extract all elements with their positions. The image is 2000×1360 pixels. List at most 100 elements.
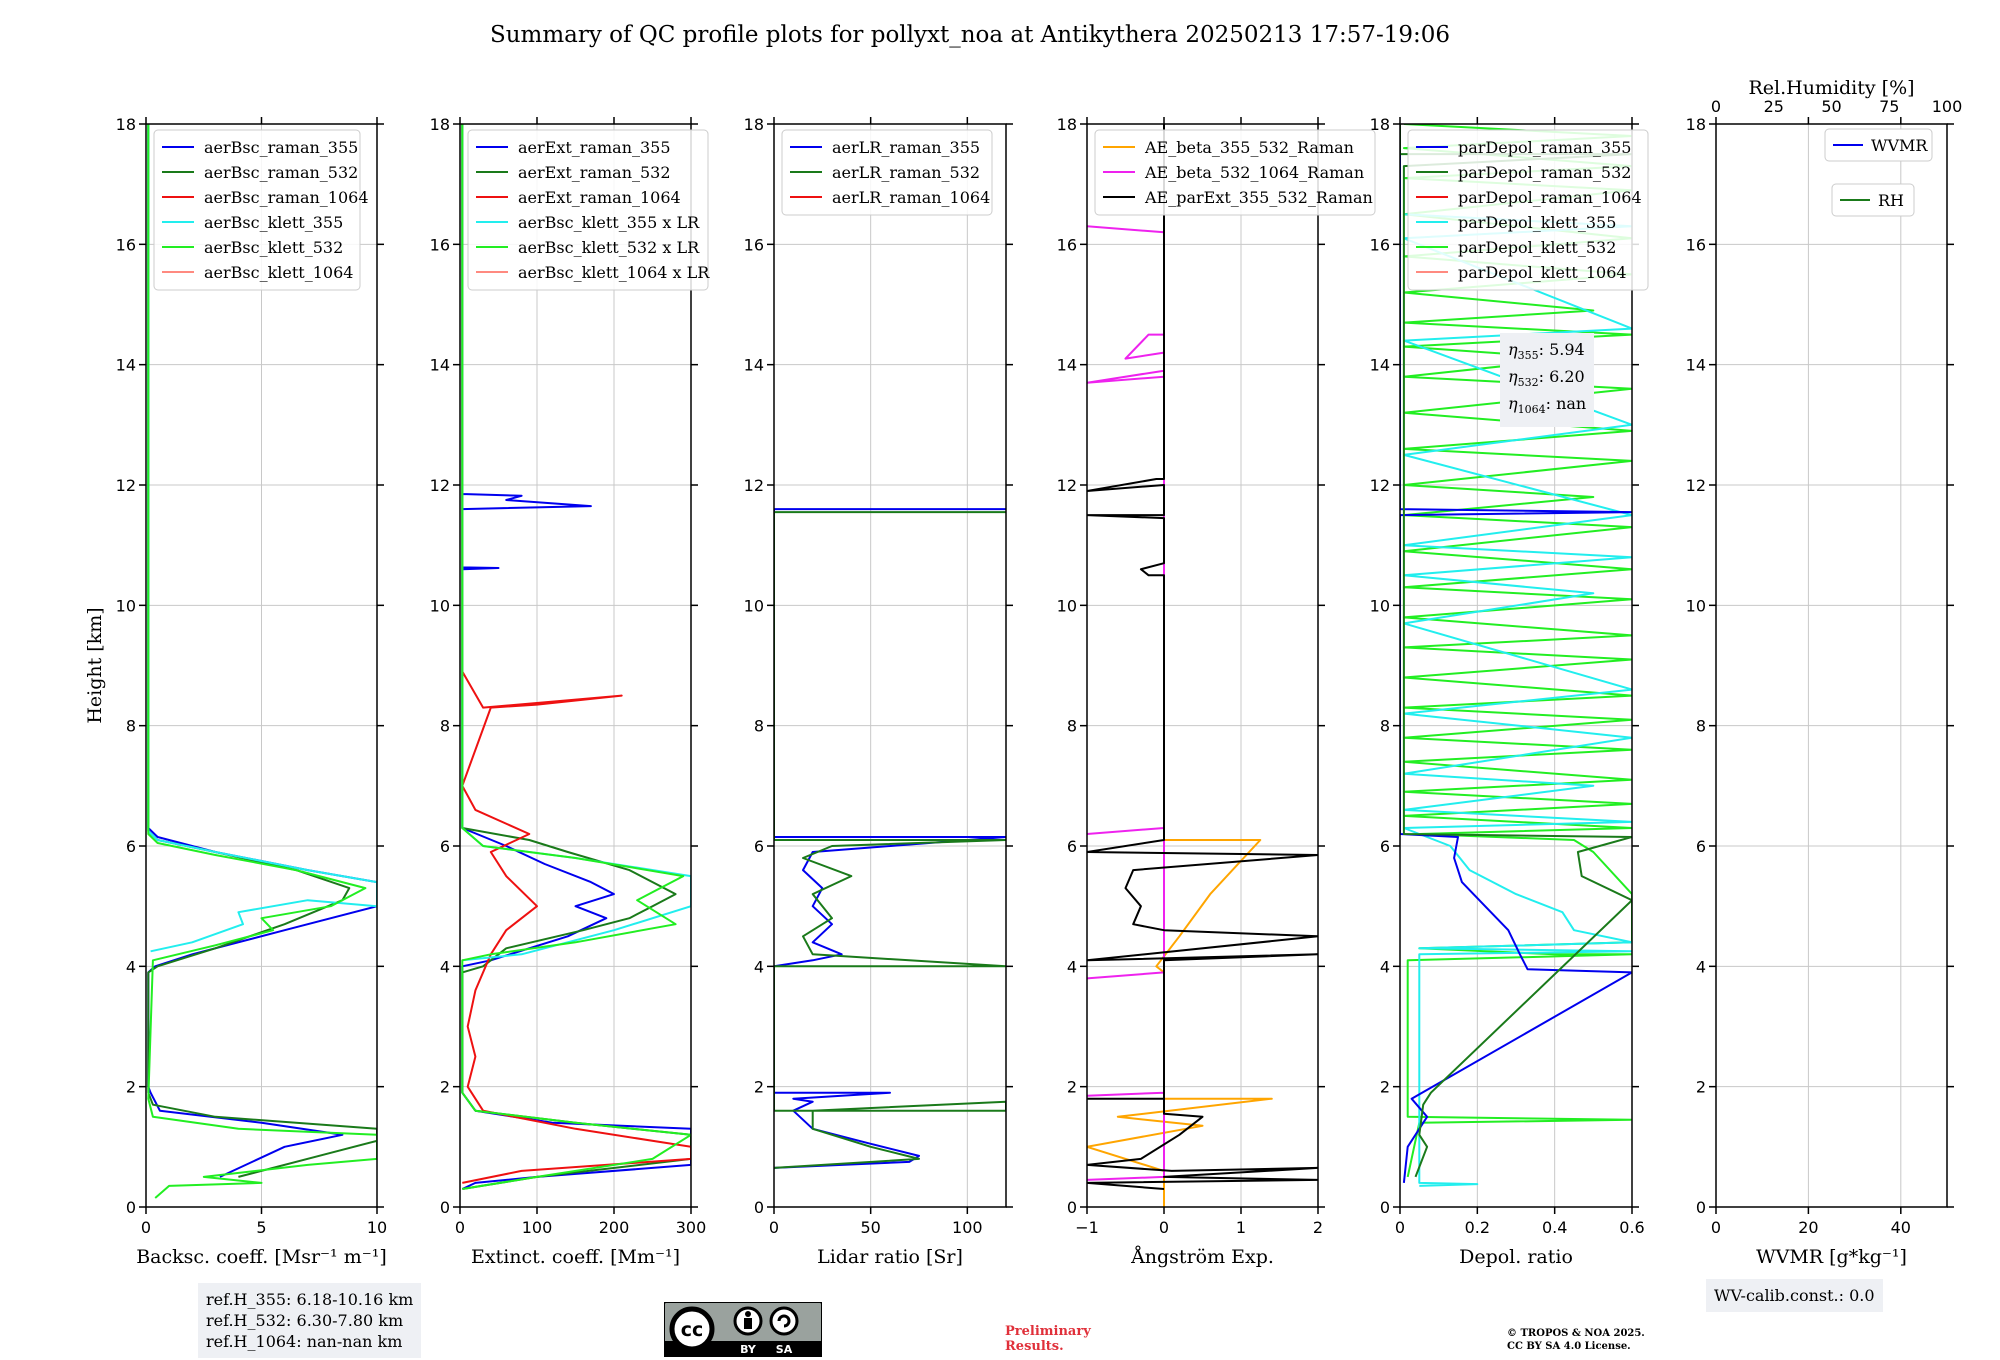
legend-label: parDepol_raman_355	[1458, 138, 1631, 157]
x-axis-label: WVMR [g*kg⁻¹]	[1756, 1246, 1907, 1268]
x-tick-label: 5	[256, 1218, 266, 1237]
series-line-aerExt_raman_355	[461, 124, 691, 1190]
y-tick-label: 0	[1696, 1198, 1706, 1217]
series-group	[461, 124, 691, 1190]
y-tick-label: 12	[1057, 476, 1077, 495]
y-tick-label: 12	[1370, 476, 1390, 495]
y-tick-label: 18	[744, 115, 764, 134]
eta-1064: η1064: nan	[1508, 394, 1587, 417]
legend-label: AE_beta_532_1064_Raman	[1144, 163, 1364, 182]
y-tick-label: 12	[116, 476, 136, 495]
series-line-AE_parExt_355_532_Raman	[1087, 124, 1318, 1190]
ref-height-1064: ref.H_1064: nan-nan km	[206, 1332, 403, 1351]
y-tick-label: 10	[1686, 596, 1706, 615]
top-x-tick-label: 75	[1879, 97, 1899, 116]
cc-by-sa-logo: cc BY SA	[664, 1302, 822, 1357]
panel-lr: 0 2 4 6 8 10 12 14 16 18 0 50 100 Lidar ratio [Sr] aer…	[744, 115, 1013, 1268]
y-tick-label: 16	[1370, 235, 1390, 254]
y-tick-label: 6	[1067, 837, 1077, 856]
series-line-parDepol_raman_355	[1400, 124, 1632, 1184]
x-tick-label: 0	[455, 1218, 465, 1237]
y-tick-label: 18	[1686, 115, 1706, 134]
axes-frame	[1715, 123, 1948, 1208]
x-tick-label: 0	[1159, 1218, 1169, 1237]
top-x-tick-label: 100	[1932, 97, 1963, 116]
y-tick-label: 16	[1057, 235, 1077, 254]
y-tick-label: 6	[754, 837, 764, 856]
svg-text:SA: SA	[776, 1343, 793, 1356]
y-tick-label: 4	[1696, 957, 1706, 976]
ref-height-box: ref.H_355: 6.18-10.16 km ref.H_532: 6.30…	[198, 1283, 422, 1358]
x-tick-label: 0	[1711, 1218, 1721, 1237]
chart-panels: 0 2 4 6 8 10 12 14 16 18 0 5 10 Backsc. coeff. [Msr⁻¹…	[84, 77, 1962, 1268]
legend-label: aerBsc_raman_1064	[204, 188, 369, 207]
legend-label: AE_parExt_355_532_Raman	[1144, 188, 1373, 207]
y-tick-label: 12	[430, 476, 450, 495]
y-tick-label: 8	[1380, 717, 1390, 736]
legend-label: aerBsc_klett_1064 x LR	[518, 263, 710, 282]
legend-label: parDepol_klett_355	[1458, 213, 1616, 232]
y-tick-label: 6	[1380, 837, 1390, 856]
legend-label: aerBsc_klett_532	[204, 238, 343, 257]
series-line-aerBsc_klett_532	[147, 124, 377, 1199]
y-tick-label: 4	[1067, 957, 1077, 976]
x-tick-label: 0	[141, 1218, 151, 1237]
y-tick-label: 0	[126, 1198, 136, 1217]
top-x-axis-label: Rel.Humidity [%]	[1748, 77, 1914, 99]
cc-icon	[669, 1306, 715, 1352]
x-tick-label: −1	[1075, 1218, 1099, 1237]
x-tick-label: 0.6	[1619, 1218, 1644, 1237]
y-tick-label: 8	[1696, 717, 1706, 736]
wv-calib-box: WV-calib.const.: 0.0	[1706, 1279, 1883, 1312]
eta-355: η355: 5.94	[1508, 340, 1585, 363]
legend-box	[467, 129, 709, 291]
x-axis-label: Extinct. coeff. [Mm⁻¹]	[471, 1246, 680, 1268]
series-line-aerBsc_raman_355	[147, 124, 377, 1178]
y-tick-label: 2	[754, 1078, 764, 1097]
legend-box	[153, 129, 361, 291]
y-tick-label: 10	[430, 596, 450, 615]
axes-frame	[459, 123, 692, 1208]
x-tick-label: 0.4	[1542, 1218, 1567, 1237]
legend-label: aerLR_raman_1064	[832, 188, 990, 207]
ref-height-532: ref.H_532: 6.30-7.80 km	[206, 1311, 404, 1330]
y-tick-label: 4	[440, 957, 450, 976]
y-tick-label: 10	[744, 596, 764, 615]
top-x-tick-label: 0	[1711, 97, 1721, 116]
y-tick-label: 2	[1067, 1078, 1077, 1097]
eta-532: η532: 6.20	[1508, 367, 1585, 390]
y-tick-label: 14	[116, 356, 136, 375]
x-axis-label: Backsc. coeff. [Msr⁻¹ m⁻¹]	[136, 1246, 387, 1268]
y-tick-label: 8	[440, 717, 450, 736]
y-tick-label: 14	[744, 356, 764, 375]
x-tick-label: 100	[952, 1218, 983, 1237]
x-axis-label: Depol. ratio	[1459, 1246, 1573, 1268]
legend-label: aerLR_raman_355	[832, 138, 980, 157]
y-tick-label: 18	[430, 115, 450, 134]
y-tick-label: 0	[754, 1198, 764, 1217]
series-line-aerExt_raman_532	[461, 124, 691, 1190]
legend-RH: RH	[1831, 183, 1915, 217]
y-tick-label: 2	[440, 1078, 450, 1097]
axes-frame	[1399, 123, 1633, 1208]
legend-label: aerBsc_raman_355	[204, 138, 358, 157]
sa-share-icon	[769, 1306, 799, 1336]
legend-box	[1831, 183, 1915, 217]
y-tick-label: 16	[744, 235, 764, 254]
axes-frame	[1086, 123, 1319, 1208]
legend-label: aerBsc_klett_1064	[204, 263, 353, 282]
eta-box: η355: 5.94 η532: 6.20 η1064: nan	[1500, 333, 1595, 427]
legend-label: WVMR	[1871, 136, 1928, 155]
y-tick-label: 12	[744, 476, 764, 495]
series-line-aerExt_raman_1064	[461, 124, 691, 1184]
y-tick-label: 4	[126, 957, 136, 976]
y-tick-label: 4	[754, 957, 764, 976]
y-tick-label: 10	[1057, 596, 1077, 615]
legend: aerBsc_raman_355 aerBsc_raman_532 aerBsc_r…	[153, 129, 369, 291]
legend-label: parDepol_raman_1064	[1458, 188, 1642, 207]
copyright-note: © TROPOS & NOA 2025. CC BY SA 4.0 License…	[1507, 1328, 1645, 1352]
series-line-aerBsc_klett_532 x LR	[461, 124, 691, 1190]
legend: aerExt_raman_355 aerExt_raman_532 aerExt_r…	[467, 129, 710, 291]
top-x-tick-label: 50	[1821, 97, 1841, 116]
y-tick-label: 14	[1686, 356, 1706, 375]
